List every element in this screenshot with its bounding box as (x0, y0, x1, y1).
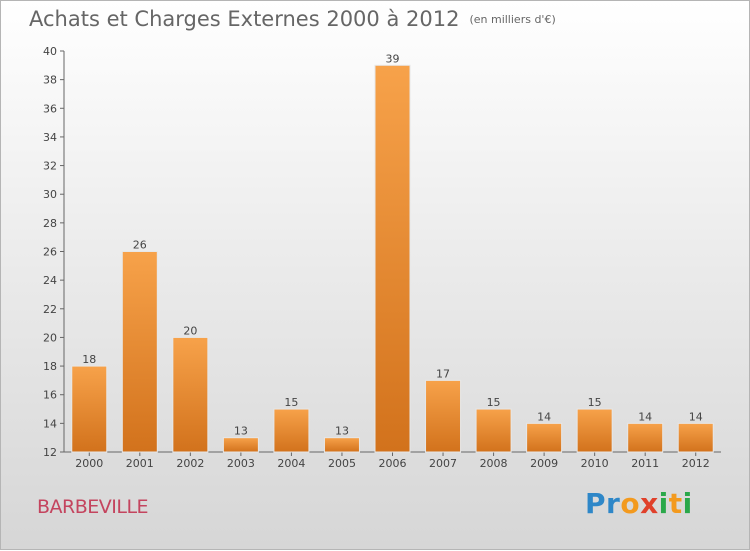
y-tick-label: 26 (43, 246, 57, 259)
x-tick-label: 2005 (328, 457, 356, 470)
y-tick-label: 34 (43, 131, 57, 144)
bar (121, 251, 158, 453)
location-name: BARBEVILLE (37, 496, 149, 518)
y-tick-label: 16 (43, 389, 57, 402)
bar (71, 365, 108, 453)
x-tick-label: 2011 (631, 457, 659, 470)
y-tick-label: 38 (43, 74, 57, 87)
x-tick-label: 2004 (277, 457, 305, 470)
chart-title: Achats et Charges Externes 2000 à 2012 (e… (29, 7, 556, 31)
bar (425, 379, 462, 453)
chart-title-text: Achats et Charges Externes 2000 à 2012 (29, 7, 460, 31)
bar (222, 437, 259, 453)
x-axis: 2000 2001 2002 2003 2004 2005 2006 2007 2008 2009… (64, 451, 721, 470)
data-label: 15 (487, 396, 501, 409)
data-label: 26 (133, 239, 147, 252)
data-label: 15 (588, 396, 602, 409)
bar (576, 408, 613, 453)
x-tick-label: 2009 (530, 457, 558, 470)
x-tick-label: 2010 (581, 457, 609, 470)
data-label: 14 (638, 410, 652, 423)
y-tick-label: 30 (43, 188, 57, 201)
y-tick-label: 24 (43, 274, 57, 287)
x-tick-label: 2001 (126, 457, 154, 470)
y-tick-label: 20 (43, 331, 57, 344)
x-tick-label: 2006 (379, 457, 407, 470)
y-tick-label: 18 (43, 360, 57, 373)
bar (323, 437, 360, 453)
data-label: 39 (386, 52, 400, 65)
bar (627, 422, 664, 453)
chart-unit: (en milliers d'€) (469, 13, 556, 26)
y-tick-label: 14 (43, 417, 57, 430)
bar (475, 408, 512, 453)
x-tick-label: 2007 (429, 457, 457, 470)
data-label: 17 (436, 367, 450, 380)
data-label: 20 (183, 324, 197, 337)
x-tick-label: 2002 (176, 457, 204, 470)
bar (172, 336, 209, 453)
data-label: 14 (537, 410, 551, 423)
bar (374, 64, 411, 453)
data-label: 15 (284, 396, 298, 409)
data-labels: 18 26 20 13 15 13 39 17 15 14 15 14 14 (82, 52, 702, 437)
x-tick-label: 2000 (75, 457, 103, 470)
x-tick-label: 2008 (480, 457, 508, 470)
bar (526, 422, 563, 453)
x-tick-label: 2012 (682, 457, 710, 470)
y-tick-label: 22 (43, 303, 57, 316)
data-label: 13 (234, 425, 248, 438)
data-label: 14 (689, 410, 703, 423)
x-tick-label: 2003 (227, 457, 255, 470)
y-tick-label: 12 (43, 446, 57, 459)
y-tick-label: 40 (43, 45, 57, 58)
data-label: 13 (335, 425, 349, 438)
data-label: 18 (82, 353, 96, 366)
y-axis: 12 14 16 18 20 22 24 26 28 30 32 34 36 38 40 (43, 45, 65, 459)
proxiti-logo: Proxiti (585, 487, 693, 520)
bars (71, 64, 714, 453)
y-tick-label: 36 (43, 102, 57, 115)
bar (677, 422, 714, 453)
y-tick-label: 28 (43, 217, 57, 230)
bar (273, 408, 310, 453)
y-tick-label: 32 (43, 160, 57, 173)
